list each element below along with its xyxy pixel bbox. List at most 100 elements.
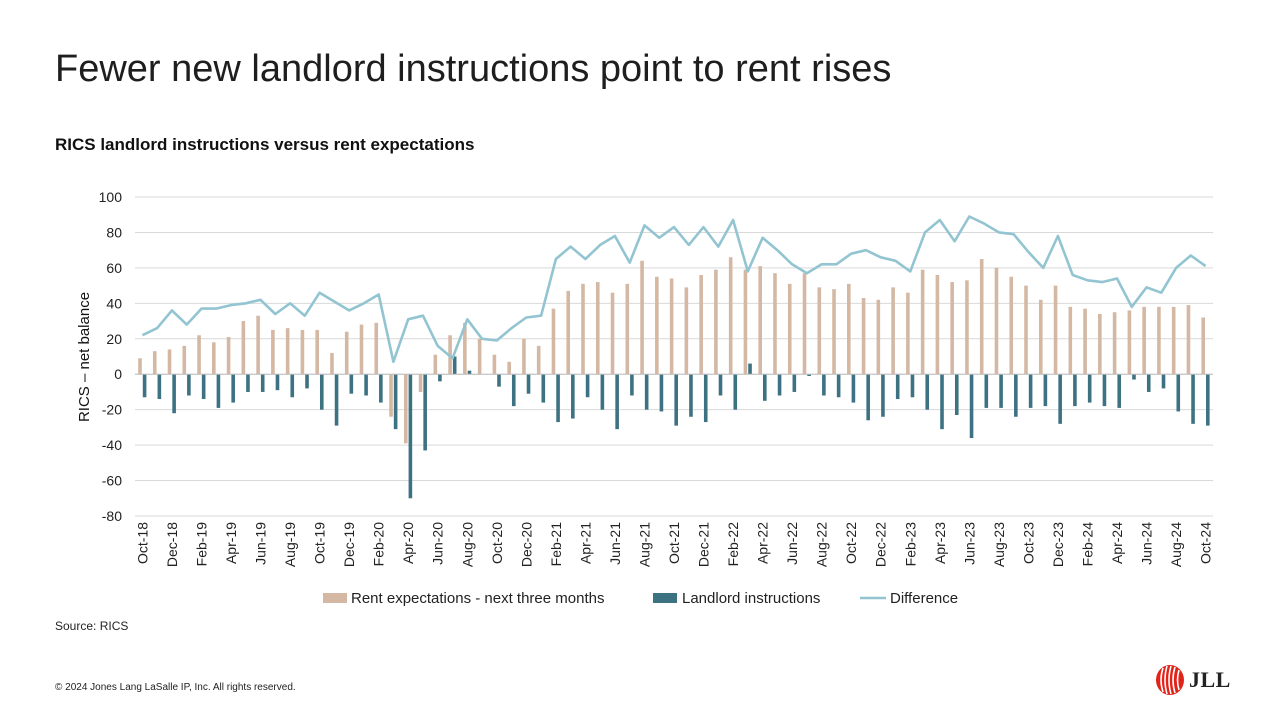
rent-bar (950, 282, 954, 375)
rent-bar (920, 269, 925, 375)
x-tick-label: Oct-21 (666, 522, 682, 564)
landlord-bar (1028, 374, 1033, 408)
landlord-bar (349, 374, 354, 394)
rent-bar (1127, 310, 1132, 375)
landlord-bar (157, 374, 162, 400)
y-tick-label: -80 (102, 508, 122, 524)
x-tick-label: Dec-20 (518, 522, 534, 567)
landlord-bar (172, 374, 176, 414)
rent-bar (1142, 306, 1146, 375)
rent-bar (847, 283, 851, 375)
x-tick-label: Dec-18 (164, 522, 180, 567)
rent-bar (522, 338, 526, 375)
x-tick-label: Jun-21 (607, 522, 623, 565)
x-tick-label: Dec-19 (341, 522, 357, 567)
copyright-note: © 2024 Jones Lang LaSalle IP, Inc. All r… (55, 682, 296, 693)
landlord-bar (674, 374, 678, 426)
rent-bar (1186, 305, 1191, 375)
x-tick-label: Feb-19 (193, 522, 209, 567)
y-tick-label: -20 (102, 402, 122, 418)
landlord-bar (201, 374, 206, 400)
rent-bar (965, 280, 969, 375)
landlord-bar (910, 374, 915, 398)
landlord-bar (1146, 374, 1151, 392)
landlord-bar (659, 374, 664, 412)
landlord-bar (718, 374, 723, 396)
landlord-bar (1161, 374, 1166, 389)
landlord-bar (733, 374, 738, 410)
y-axis-title: RICS – net balance (76, 292, 93, 422)
rent-bar (359, 324, 364, 375)
landlord-bar (393, 374, 398, 430)
landlord-bar (452, 356, 457, 375)
x-tick-label: Oct-23 (1020, 522, 1036, 564)
rent-bar (802, 273, 807, 375)
rent-bar (256, 315, 260, 375)
rent-bar (935, 274, 940, 375)
source-note: Source: RICS (55, 619, 129, 633)
rent-bar (758, 266, 763, 375)
rent-bar (566, 290, 571, 375)
landlord-bar (142, 374, 147, 398)
rent-bar (787, 283, 792, 375)
landlord-bar (275, 374, 280, 391)
rent-bar (1038, 299, 1043, 375)
landlord-bar (438, 374, 442, 382)
landlord-bar (364, 374, 368, 396)
rent-bar (138, 358, 142, 375)
rent-bar (773, 273, 777, 375)
landlord-bar (511, 374, 516, 407)
rent-bar (876, 299, 881, 375)
landlord-bar (1206, 374, 1210, 426)
landlord-bar (1073, 374, 1077, 407)
x-tick-label: Oct-24 (1198, 522, 1214, 564)
rent-bar (226, 337, 231, 375)
landlord-bar (1191, 374, 1195, 424)
chart-subtitle: RICS landlord instructions versus rent e… (55, 135, 475, 154)
rent-bar (285, 328, 290, 375)
landlord-bar (290, 374, 295, 398)
landlord-bar (379, 374, 383, 403)
rent-bar (1053, 285, 1058, 375)
landlord-bar (851, 374, 856, 403)
rent-bar (1083, 308, 1087, 375)
landlord-bar (319, 374, 324, 410)
landlord-bar (895, 374, 900, 400)
rent-bar (152, 351, 157, 375)
x-tick-label: Jun-19 (253, 522, 269, 565)
landlord-bar (836, 374, 841, 398)
rent-bar (669, 278, 674, 375)
rent-bar (832, 289, 836, 375)
x-tick-label: Jun-24 (1139, 522, 1155, 565)
rent-bar (1201, 317, 1206, 375)
landlord-bar (999, 374, 1003, 408)
x-tick-label: Jun-22 (784, 522, 800, 565)
y-tick-label: 0 (114, 366, 122, 382)
rent-bar (374, 322, 379, 375)
landlord-bar (969, 374, 974, 439)
rent-bar (344, 331, 349, 375)
landlord-bar (954, 374, 959, 415)
x-tick-label: Feb-23 (902, 522, 918, 567)
rent-bar (315, 329, 319, 375)
landlord-bar (408, 374, 413, 499)
x-tick-label: Jun-20 (430, 522, 446, 565)
landlord-bar (556, 374, 560, 423)
x-tick-label: Apr-21 (577, 522, 593, 564)
landlord-bar (763, 374, 767, 401)
rent-bar (536, 345, 541, 375)
x-tick-label: Oct-20 (489, 522, 505, 564)
rent-bar (182, 345, 187, 375)
landlord-bar (881, 374, 885, 417)
landlord-bar (231, 374, 235, 403)
rent-bar (197, 335, 201, 375)
landlord-bar (866, 374, 870, 421)
landlord-bar (615, 374, 619, 430)
rent-bar (581, 283, 585, 375)
rent-bar (1098, 313, 1102, 375)
rent-bar (433, 354, 438, 375)
rent-bar (1171, 306, 1176, 375)
landlord-bar (748, 363, 752, 375)
rent-bar (684, 287, 689, 375)
x-tick-label: Aug-22 (814, 522, 830, 567)
